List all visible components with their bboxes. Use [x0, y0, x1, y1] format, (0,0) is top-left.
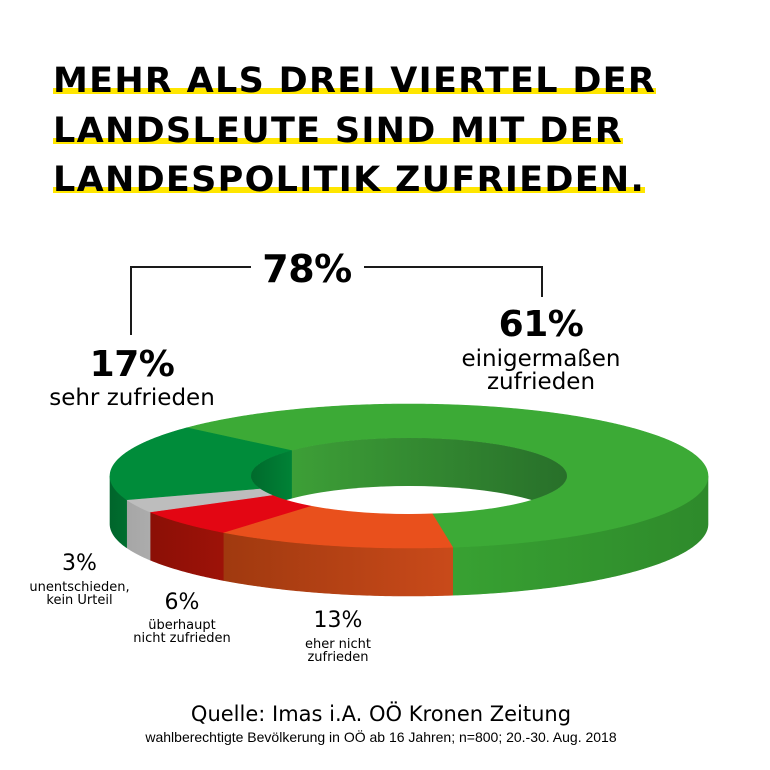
- bracket-total-label: 78%: [262, 247, 352, 291]
- bracket-line-top-right: [364, 266, 543, 268]
- bracket-line-top-left: [130, 266, 251, 268]
- category-label-sehr-zufrieden: sehr zufrieden: [49, 385, 215, 411]
- slice-top-sehr-zufrieden: [109, 427, 292, 500]
- source-title: Quelle: Imas i.A. OÖ Kronen Zeitung: [190, 702, 572, 726]
- donut-hole-opening: [251, 486, 567, 514]
- source-note: wahlberechtigte Bevölkerung in OÖ ab 16 …: [145, 729, 617, 745]
- bracket-line-left-vertical: [130, 266, 132, 335]
- value-label-einigermassen-zufrieden: 61%: [498, 304, 584, 345]
- value-label-unentschieden: 3%: [62, 551, 97, 576]
- donut-outer-side-walls: [109, 475, 709, 597]
- category-label-ueberhaupt-nicht-zufrieden: überhaupt nicht zufrieden: [133, 618, 231, 646]
- value-label-sehr-zufrieden: 17%: [89, 344, 175, 385]
- category-label-eher-nicht-zufrieden: eher nicht zufrieden: [304, 637, 372, 665]
- value-label-ueberhaupt-nicht-zufrieden: 6%: [164, 590, 200, 615]
- headline-line-1: MEHR ALS DREI VIERTEL DER: [53, 61, 657, 101]
- bracket-line-right-vertical: [541, 266, 543, 297]
- category-label-unentschieden: unentschieden, kein Urteil: [29, 580, 130, 608]
- headline-line-3: LANDESPOLITIK ZUFRIEDEN.: [53, 160, 646, 200]
- value-label-eher-nicht-zufrieden: 13%: [313, 608, 363, 633]
- category-label-einigermassen-zufrieden: einigermaßen zufrieden: [461, 346, 621, 395]
- donut-top-faces: [109, 403, 709, 549]
- headline-line-2: LANDSLEUTE SIND MIT DER: [53, 111, 624, 151]
